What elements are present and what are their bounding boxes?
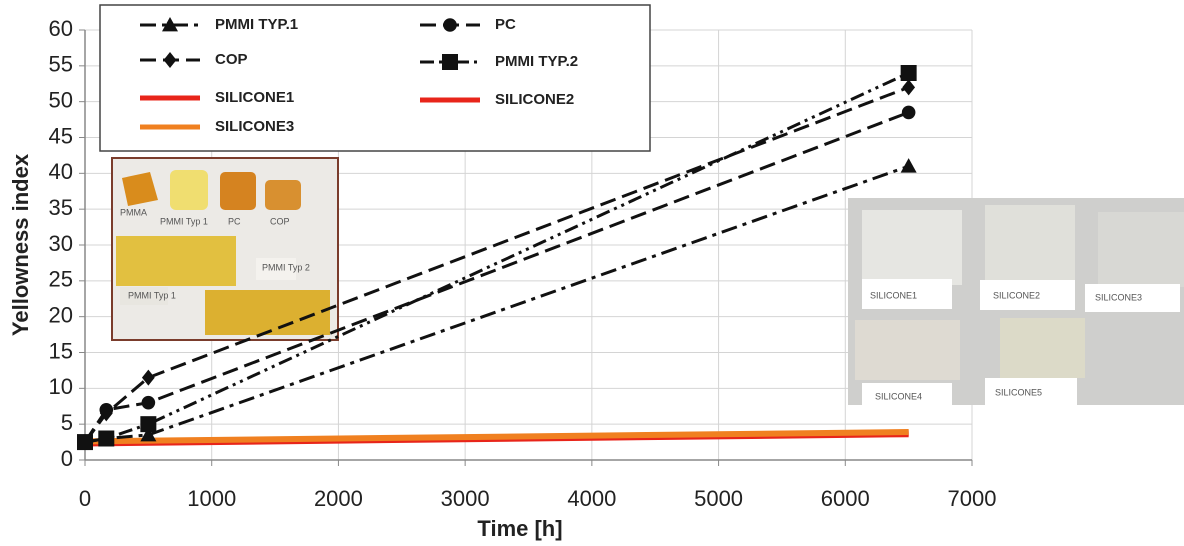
photo-label: SILICONE4	[875, 391, 922, 401]
y-tick-label: 45	[49, 123, 73, 148]
marker	[141, 369, 155, 386]
y-tick-label: 30	[49, 231, 73, 256]
photo-label: SILICONE3	[1095, 292, 1142, 302]
legend-label: PMMI TYP.1	[215, 16, 298, 33]
y-tick-label: 25	[49, 267, 73, 292]
photo-label: PMMI Typ 1	[128, 290, 176, 300]
legend-label: COP	[215, 51, 248, 68]
series-line	[84, 429, 909, 445]
y-tick-label: 55	[49, 52, 73, 77]
marker	[443, 18, 457, 32]
marker	[901, 105, 916, 120]
marker	[99, 405, 113, 422]
x-tick-label: 6000	[821, 486, 870, 511]
x-tick-label: 3000	[441, 486, 490, 511]
marker	[162, 17, 178, 32]
photo-label: PMMI Typ 1	[160, 216, 208, 226]
y-tick-label: 35	[49, 195, 73, 220]
photo-right	[848, 198, 1184, 411]
series-line	[84, 71, 910, 444]
series-line	[83, 111, 910, 443]
photo-left	[111, 157, 339, 341]
marker	[902, 79, 916, 96]
y-tick-label: 0	[61, 446, 73, 471]
x-tick-label: 7000	[948, 486, 997, 511]
marker	[98, 430, 115, 447]
photo-label: SILICONE5	[995, 387, 1042, 397]
y-tick-label: 60	[49, 16, 73, 41]
x-tick-label: 0	[79, 486, 91, 511]
series	[77, 65, 917, 451]
legend-label: SILICONE2	[495, 91, 574, 108]
photo-label: SILICONE1	[870, 290, 917, 300]
legend-label: SILICONE1	[215, 89, 294, 106]
plot-area	[77, 65, 917, 451]
y-tick-label: 5	[61, 410, 73, 435]
photo-label: SILICONE2	[993, 290, 1040, 300]
photo-label: PMMI Typ 2	[262, 262, 310, 272]
marker	[77, 434, 93, 451]
marker	[900, 65, 917, 81]
series-line	[83, 85, 910, 443]
x-tick-label: 4000	[567, 486, 616, 511]
x-tick-label: 5000	[694, 486, 743, 511]
x-tick-label: 2000	[314, 486, 363, 511]
series	[84, 429, 909, 445]
y-tick-label: 20	[49, 302, 73, 327]
legend-label: PMMI TYP.2	[495, 53, 578, 70]
x-axis-title: Time [h]	[477, 516, 562, 541]
marker	[163, 52, 177, 68]
photo-label: PMMA	[120, 207, 147, 217]
y-tick-label: 10	[49, 374, 73, 399]
y-tick-label: 40	[49, 159, 73, 184]
photo-label: COP	[270, 216, 290, 226]
y-tick-label: 50	[49, 87, 73, 112]
legend-label: PC	[495, 16, 516, 33]
y-axis-title: Yellowness index	[8, 153, 33, 336]
x-tick-label: 1000	[187, 486, 236, 511]
marker	[140, 416, 157, 433]
legend-label: SILICONE3	[215, 118, 294, 135]
marker	[900, 158, 917, 173]
marker	[141, 395, 156, 410]
photo-label: PC	[228, 216, 241, 226]
marker	[442, 54, 458, 70]
y-tick-label: 15	[49, 338, 73, 363]
marker	[140, 426, 157, 442]
